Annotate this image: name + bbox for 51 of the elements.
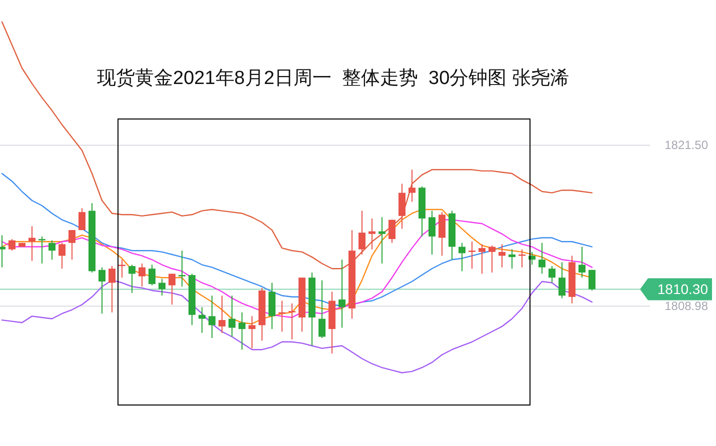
candlestick	[498, 244, 506, 268]
candlestick	[78, 208, 86, 231]
candlestick	[358, 210, 366, 255]
candlestick	[128, 264, 136, 294]
candlestick	[98, 266, 106, 314]
candlestick	[58, 242, 66, 270]
candlestick	[558, 262, 566, 299]
candlestick	[438, 212, 446, 256]
candlestick	[288, 302, 296, 340]
candlestick	[28, 226, 36, 262]
candlestick	[148, 264, 156, 286]
candlestick	[478, 244, 486, 274]
candlestick	[538, 242, 546, 274]
candlestick	[158, 278, 166, 296]
candlestick	[408, 169, 416, 202]
candlestick	[398, 183, 406, 230]
candlestick	[318, 280, 326, 339]
candlestick	[578, 246, 586, 278]
candlestick	[388, 219, 396, 244]
candlestick	[138, 262, 146, 288]
candlestick	[428, 210, 436, 255]
candlestick	[108, 266, 116, 313]
candlestick	[368, 218, 376, 250]
candlestick	[248, 316, 256, 349]
candlestick	[0, 234, 6, 268]
candlestick	[8, 238, 16, 252]
candlestick	[68, 230, 76, 260]
candlestick	[178, 250, 186, 288]
candlestick	[588, 269, 596, 291]
ref-line-label: 1810.30	[657, 281, 708, 298]
candlestick	[488, 244, 496, 273]
candlestick	[168, 273, 176, 306]
line-series	[1, 172, 593, 306]
candlestick	[548, 266, 556, 284]
text: 现货黄金2021年8月2日周一 整体走势 30分钟图 张尧浠	[97, 68, 569, 89]
candlestick	[48, 240, 56, 260]
candlestick	[208, 295, 216, 339]
candlestick	[198, 306, 206, 334]
candlestick	[468, 241, 476, 270]
candlestick	[508, 248, 516, 270]
y-tick-label: 1808.98	[664, 299, 708, 314]
candlestick	[38, 236, 46, 264]
candlestick	[238, 312, 246, 350]
candlestick	[458, 242, 466, 272]
candlestick	[228, 295, 236, 338]
line-series	[1, 21, 593, 270]
candlestick	[338, 259, 346, 328]
candlestick	[218, 295, 226, 334]
y-tick-label: 1821.50	[664, 138, 708, 152]
candlestick	[378, 216, 386, 264]
candlestick	[518, 248, 526, 268]
